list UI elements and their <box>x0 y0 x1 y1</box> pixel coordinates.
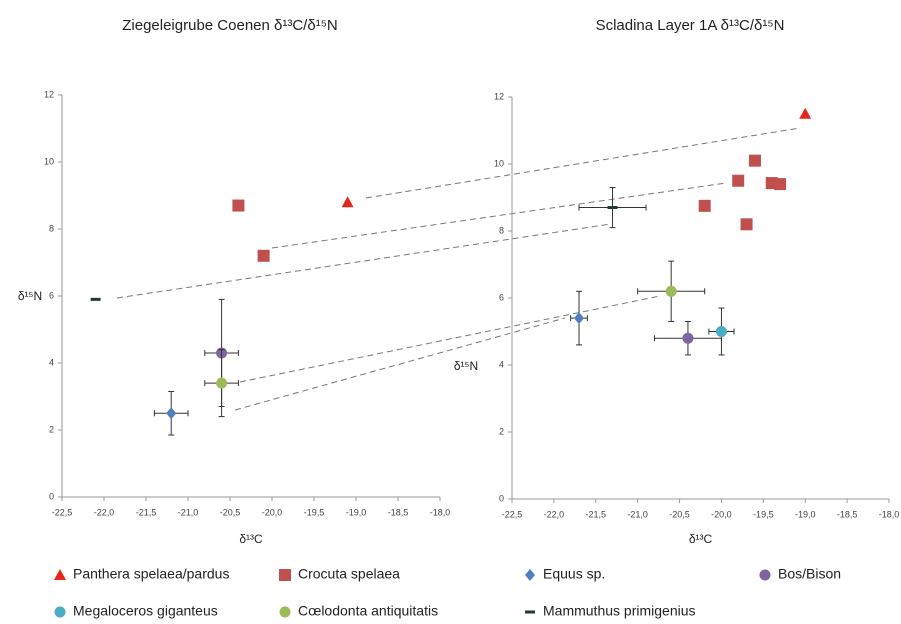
point <box>799 108 811 119</box>
x-tick-label: -18,5 <box>837 509 858 519</box>
legend-marker <box>525 611 535 614</box>
connector <box>366 128 800 198</box>
point <box>216 378 227 389</box>
y-tick-label: 4 <box>499 359 504 369</box>
point <box>608 206 618 209</box>
y-axis-label: δ¹⁵N <box>454 359 478 373</box>
x-tick-label: -20,0 <box>262 507 283 517</box>
y-tick-label: 10 <box>494 158 504 168</box>
y-tick-label: 12 <box>494 91 504 101</box>
point <box>232 200 244 212</box>
point <box>682 333 693 344</box>
y-tick-label: 8 <box>49 223 54 233</box>
x-tick-label: -22,5 <box>502 509 523 519</box>
y-tick-label: 2 <box>499 426 504 436</box>
figure: Ziegeleigrube Coenen δ¹³C/δ¹⁵N δ¹³C δ¹⁵N -2… <box>0 0 901 624</box>
point <box>732 175 744 187</box>
legend-label: Equus sp. <box>543 566 605 582</box>
point <box>666 286 677 297</box>
legend-label: Crocuta spelaea <box>298 566 400 582</box>
legend-entry: Megaloceros giganteus <box>55 603 218 619</box>
y-tick-label: 2 <box>49 424 54 434</box>
x-axis-label: δ¹³C <box>239 532 263 546</box>
y-tick-label: 6 <box>49 290 54 300</box>
point <box>699 200 711 212</box>
point <box>716 326 727 337</box>
point <box>741 218 753 230</box>
x-tick-label: -21,0 <box>627 509 648 519</box>
x-tick-label: -21,0 <box>178 507 199 517</box>
x-tick-label: -22,0 <box>94 507 115 517</box>
legend-entry: Panthera spelaea/pardus <box>54 566 229 582</box>
legend-marker <box>279 569 291 581</box>
x-tick-label: -22,0 <box>544 509 565 519</box>
y-axis-label: δ¹⁵N <box>18 289 42 303</box>
y-tick-label: 10 <box>44 156 54 166</box>
legend-marker <box>280 607 291 618</box>
x-tick-label: -21,5 <box>136 507 157 517</box>
legend-entry: Mammuthus primigenius <box>525 603 696 619</box>
x-tick-label: -18,0 <box>430 507 451 517</box>
y-tick-label: 0 <box>499 493 504 503</box>
x-tick-label: -20,0 <box>711 509 732 519</box>
point <box>91 298 101 301</box>
legend-marker <box>54 569 66 580</box>
legend-marker <box>55 607 66 618</box>
x-tick-label: -18,5 <box>388 507 409 517</box>
y-tick-label: 6 <box>499 292 504 302</box>
x-axis-label: δ¹³C <box>689 532 713 546</box>
legend-label: Megaloceros giganteus <box>73 603 218 619</box>
y-tick-label: 12 <box>44 89 54 99</box>
x-tick-label: -21,5 <box>586 509 607 519</box>
point <box>342 196 354 207</box>
legend-label: Mammuthus primigenius <box>543 603 696 619</box>
point <box>166 407 176 419</box>
legend-label: Cœlodonta antiquitatis <box>298 603 438 619</box>
x-tick-label: -20,5 <box>220 507 241 517</box>
y-tick-label: 4 <box>49 357 54 367</box>
x-tick-label: -18,0 <box>879 509 900 519</box>
legend-entry: Bos/Bison <box>760 566 842 582</box>
legend-label: Bos/Bison <box>778 566 841 582</box>
x-tick-label: -22,5 <box>52 507 73 517</box>
chart-title: Ziegeleigrube Coenen δ¹³C/δ¹⁵N <box>122 17 338 34</box>
x-tick-label: -20,5 <box>669 509 690 519</box>
legend-entry: Equus sp. <box>525 566 605 582</box>
legend-entry: Crocuta spelaea <box>279 566 400 582</box>
point <box>574 312 584 324</box>
y-tick-label: 8 <box>499 225 504 235</box>
connector <box>235 318 565 410</box>
x-tick-label: -19,5 <box>753 509 774 519</box>
x-tick-label: -19,0 <box>346 507 367 517</box>
x-tick-label: -19,0 <box>795 509 816 519</box>
connector <box>240 296 660 382</box>
legend-marker <box>760 570 771 581</box>
connector <box>272 183 726 248</box>
y-tick-label: 0 <box>49 491 54 501</box>
legend-entry: Cœlodonta antiquitatis <box>280 603 439 619</box>
point <box>749 155 761 167</box>
x-tick-label: -19,5 <box>304 507 325 517</box>
point <box>774 178 786 190</box>
point <box>258 250 270 262</box>
legend-marker <box>525 569 535 581</box>
chart-title: Scladina Layer 1A δ¹³C/δ¹⁵N <box>596 17 785 34</box>
legend-label: Panthera spelaea/pardus <box>73 566 229 582</box>
